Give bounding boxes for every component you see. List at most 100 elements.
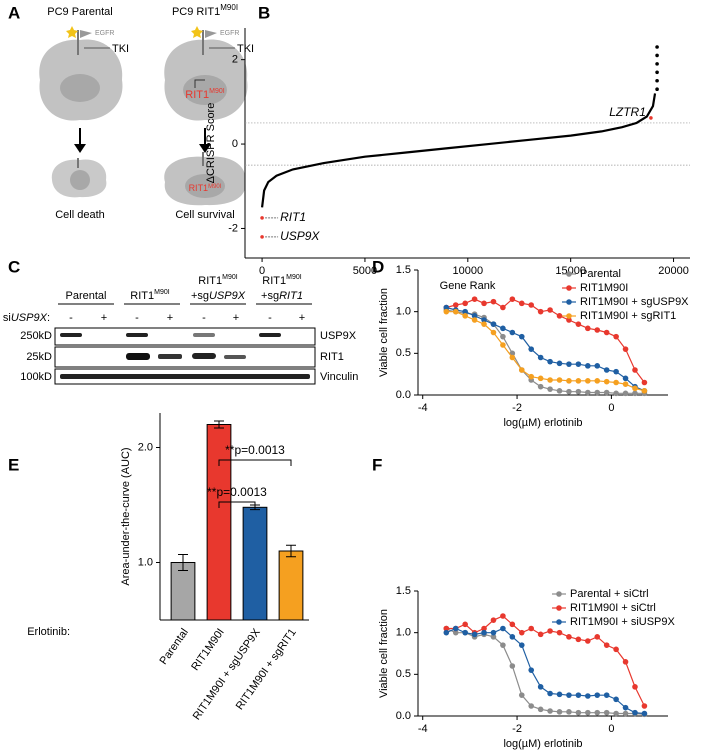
data-point <box>575 378 582 384</box>
gene-point <box>655 78 659 83</box>
data-point <box>594 692 601 698</box>
legend-marker <box>566 299 572 305</box>
data-point <box>500 304 506 311</box>
x-tick-label: 0 <box>259 265 265 277</box>
marker-label: 25kD <box>26 351 52 363</box>
data-point <box>528 625 535 632</box>
mutant-label: RIT1M90I <box>189 183 222 193</box>
y-tick-label: 2.0 <box>138 441 153 453</box>
data-point <box>556 313 563 319</box>
y-tick-label: 1.0 <box>396 306 411 318</box>
group-sup: M90I <box>154 289 170 296</box>
data-point <box>613 646 619 653</box>
data-point <box>490 298 497 305</box>
data-point <box>500 342 506 348</box>
protein-label: USP9X <box>320 330 357 342</box>
data-point <box>566 692 572 698</box>
marker-label: 100kD <box>20 371 52 383</box>
data-point <box>613 368 619 375</box>
data-point <box>518 300 525 307</box>
y-axis-label: Area-under-the-curve (AUC) <box>120 447 132 585</box>
marker-label: 250kD <box>20 330 52 342</box>
receptor-flag <box>205 30 217 38</box>
legend-label: RIT1M90I + siUSP9X <box>570 616 676 628</box>
data-point <box>462 621 468 628</box>
legend-label: RIT1M90I + sgUSP9X <box>580 296 689 308</box>
data-point <box>585 693 591 699</box>
protein-label: Vinculin <box>320 371 358 383</box>
data-point <box>585 638 591 644</box>
gene-point <box>649 116 653 120</box>
legend-marker <box>566 313 572 319</box>
data-point <box>594 327 601 333</box>
data-point <box>509 634 516 640</box>
category-label: RIT1M90I <box>189 627 227 673</box>
data-point <box>566 388 572 395</box>
band <box>192 353 216 359</box>
band <box>259 333 281 337</box>
data-point <box>556 691 563 698</box>
lane-label: - <box>202 312 206 324</box>
band <box>60 374 310 379</box>
drug-label: TKI <box>237 43 254 55</box>
data-point <box>603 389 610 396</box>
data-point <box>603 329 610 336</box>
title-sup: M90I <box>220 3 238 12</box>
data-point <box>509 329 516 336</box>
data-point <box>566 709 572 715</box>
data-point <box>443 629 450 636</box>
x-tick-label: 5000 <box>353 265 377 277</box>
gene-label: RIT1 <box>280 210 306 224</box>
data-point <box>566 361 572 367</box>
series-line <box>446 627 645 715</box>
category-label: RIT1M90I + sgUSP9X <box>191 626 263 722</box>
outcome-label: Cell death <box>55 209 105 221</box>
data-point <box>547 708 553 714</box>
group-sup: M90I <box>222 274 238 281</box>
mutant-label: RIT1M90I <box>185 88 224 101</box>
data-point <box>594 378 601 384</box>
data-point <box>622 710 629 717</box>
data-point <box>575 709 582 716</box>
mutant-sup: M90I <box>209 88 225 95</box>
data-point <box>509 354 516 361</box>
data-point <box>641 703 648 709</box>
data-point <box>547 358 553 365</box>
band <box>193 333 215 337</box>
data-point <box>622 375 629 382</box>
data-point <box>585 325 591 332</box>
error-bar <box>214 420 224 429</box>
mutant-text: RIT1 <box>185 89 209 101</box>
gene-point <box>655 53 659 58</box>
data-point <box>622 659 629 665</box>
data-point <box>490 329 497 336</box>
x-tick-label: 0 <box>608 723 614 735</box>
group-label: +sgRIT1 <box>261 290 303 302</box>
x-tick-label: 10000 <box>453 265 484 277</box>
protein-label: RIT1 <box>320 351 344 363</box>
legend-label: Parental + siCtrl <box>570 588 649 600</box>
data-point <box>613 696 619 703</box>
group-italic: RIT1 <box>279 290 303 302</box>
data-point <box>537 308 544 315</box>
legend-marker <box>556 591 562 597</box>
diagram: PC9 Parental PC9 RIT1M90I EGFR TKI EGFR … <box>39 3 254 221</box>
ligand <box>66 26 78 38</box>
group-label: Parental <box>66 290 107 302</box>
data-point <box>566 634 572 640</box>
data-point <box>537 684 544 690</box>
data-point <box>518 629 525 636</box>
legend-marker <box>556 605 562 611</box>
group-italic: USP9X <box>209 290 246 302</box>
data-point <box>613 333 619 340</box>
lane-label: + <box>299 312 305 324</box>
data-point <box>443 308 450 315</box>
data-point <box>547 690 553 697</box>
gene-point <box>260 235 264 239</box>
data-point <box>613 710 619 717</box>
data-point <box>537 354 544 361</box>
data-point <box>471 631 478 638</box>
group-sup: M90I <box>286 274 302 281</box>
group-text: RIT1 <box>198 275 222 287</box>
legend-marker <box>556 619 562 625</box>
